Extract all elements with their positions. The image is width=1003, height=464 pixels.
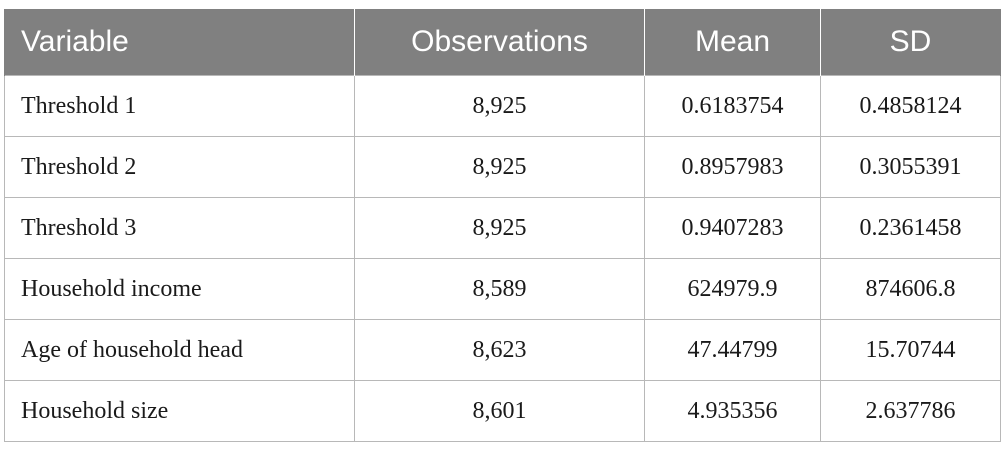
cell-mean: 0.9407283 [644,197,821,259]
cell-mean: 47.44799 [644,319,821,381]
table-row: Threshold 2 8,925 0.8957983 0.3055391 [4,136,1001,198]
cell-mean: 0.8957983 [644,136,821,198]
cell-observations: 8,623 [354,319,645,381]
table-body: Threshold 1 8,925 0.6183754 0.4858124 Th… [4,75,1001,442]
table-row: Household income 8,589 624979.9 874606.8 [4,258,1001,320]
header-observations: Observations [354,9,645,76]
summary-statistics-table-container: Variable Observations Mean SD Threshold … [4,9,1001,442]
cell-observations: 8,601 [354,380,645,442]
cell-variable: Household income [4,258,355,320]
cell-variable: Threshold 1 [4,75,355,137]
cell-observations: 8,925 [354,75,645,137]
summary-statistics-table: Variable Observations Mean SD Threshold … [4,9,1001,442]
table-header: Variable Observations Mean SD [4,9,1001,76]
cell-observations: 8,925 [354,197,645,259]
header-sd: SD [820,9,1001,76]
header-variable: Variable [4,9,355,76]
cell-sd: 0.3055391 [820,136,1001,198]
header-row: Variable Observations Mean SD [4,9,1001,76]
table-row: Household size 8,601 4.935356 2.637786 [4,380,1001,442]
table-row: Threshold 1 8,925 0.6183754 0.4858124 [4,75,1001,137]
header-mean: Mean [644,9,821,76]
cell-variable: Age of household head [4,319,355,381]
cell-mean: 0.6183754 [644,75,821,137]
cell-variable: Threshold 2 [4,136,355,198]
cell-sd: 0.2361458 [820,197,1001,259]
table-row: Threshold 3 8,925 0.9407283 0.2361458 [4,197,1001,259]
cell-mean: 624979.9 [644,258,821,320]
cell-sd: 874606.8 [820,258,1001,320]
cell-observations: 8,925 [354,136,645,198]
table-row: Age of household head 8,623 47.44799 15.… [4,319,1001,381]
cell-variable: Household size [4,380,355,442]
cell-sd: 15.70744 [820,319,1001,381]
cell-observations: 8,589 [354,258,645,320]
cell-sd: 2.637786 [820,380,1001,442]
cell-mean: 4.935356 [644,380,821,442]
cell-sd: 0.4858124 [820,75,1001,137]
cell-variable: Threshold 3 [4,197,355,259]
